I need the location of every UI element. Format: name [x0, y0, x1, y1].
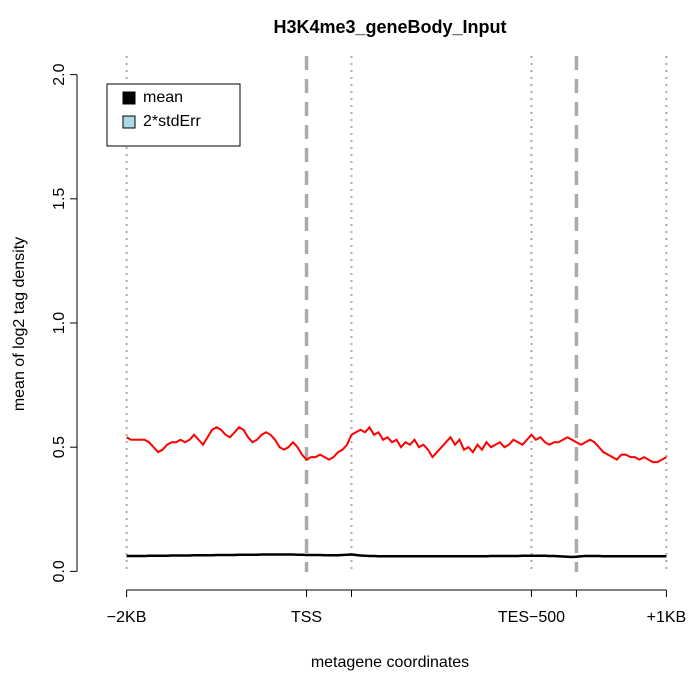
y-axis-label: mean of log2 tag density — [11, 237, 28, 411]
x-tick-label: TES−500 — [498, 609, 565, 626]
x-axis-label: metagene coordinates — [311, 654, 469, 671]
y-tick-label: 0.0 — [51, 560, 68, 582]
x-tick-label: −2KB — [107, 609, 147, 626]
x-tick-label: TSS — [291, 609, 322, 626]
y-tick-label: 1.5 — [51, 188, 68, 210]
y-tick-label: 2.0 — [51, 63, 68, 85]
y-tick-label: 0.5 — [51, 436, 68, 458]
legend-swatch — [122, 91, 136, 105]
legend-label: 2*stdErr — [143, 113, 201, 130]
chart-title: H3K4me3_geneBody_Input — [273, 17, 506, 37]
series-line — [126, 553, 667, 559]
series-line — [126, 425, 667, 464]
legend-swatch — [122, 115, 136, 129]
legend-label: mean — [143, 89, 183, 106]
y-tick-label: 1.0 — [51, 312, 68, 334]
x-tick-label: +1KB — [647, 609, 687, 626]
